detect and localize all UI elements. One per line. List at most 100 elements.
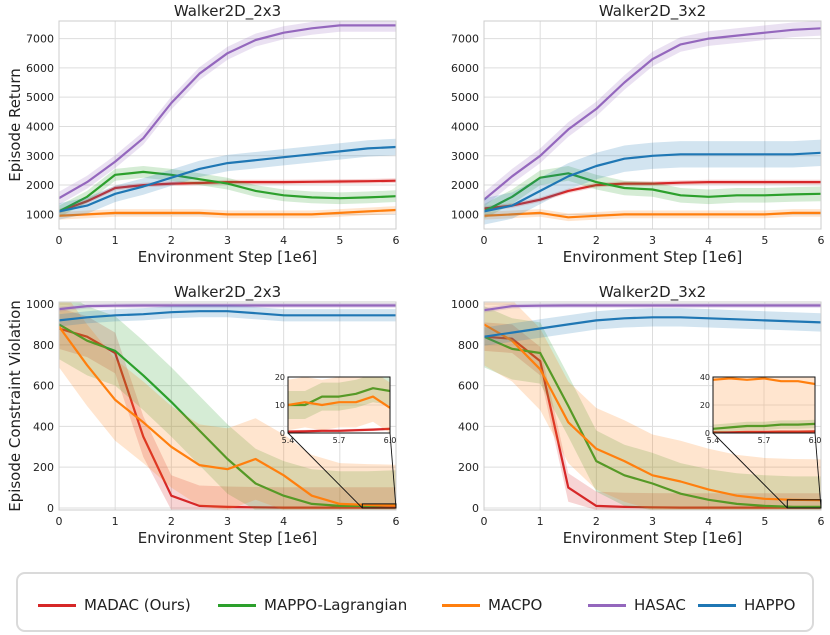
series-hasac-line [484,304,821,312]
x-tick-label: 3 [649,515,656,528]
legend-label-happo: HAPPO [744,596,796,614]
legend-item-hasac: HASAC [588,596,686,614]
y-tick-label: 0 [472,502,479,515]
series-mappo-band [484,166,821,219]
panel-2: 0 1 2 3 4 5 6 1000 2000 3000 4000 5000 6000 7000 Walke… [451,2,825,266]
y-tick-label: 200 [458,461,479,474]
series-madac-line [59,179,396,213]
series-happo-line [59,310,396,322]
chart-title: Walker2D_3x2 [599,2,706,21]
y-tick-label: 7000 [26,33,54,46]
series-happo-line [484,151,821,213]
legend-item-macpo: MACPO [442,596,542,614]
inset-series-macpo-line [288,395,390,409]
x-tick-label: 6 [393,234,400,247]
series-macpo-line [59,208,396,217]
x-tick-label: 0 [56,234,63,247]
legend: MADAC (Ours) MAPPO-Lagrangian MACPO HASA… [16,572,814,632]
y-tick-label: 6000 [26,62,54,75]
inset-y-tick-label: 20 [275,373,285,382]
series-macpo-line [59,325,396,507]
series-happo-band [59,305,396,327]
panel-3: 0 1 2 3 4 5 602004006008001000Walker2D_2x3Envi… [6,283,400,547]
inset-series-mappo-line [288,387,390,407]
series-madac-line [59,327,396,509]
series-happo-band [59,138,396,220]
x-tick-label: 6 [818,234,825,247]
y-axis-label: Episode Constraint Violation [6,300,24,512]
inset-3: 5.4 5.7 6.0 0 10 20 [275,373,397,509]
series-hasac-line [59,24,396,200]
y-tick-label: 3000 [451,150,479,163]
series-happo-band [484,139,821,225]
plot-frame [483,301,822,511]
legend-swatch-mappo [218,603,256,607]
y-tick-label: 400 [33,420,54,433]
x-tick-label: 6 [393,515,400,528]
y-tick-label: 0 [47,502,54,515]
inset-series-madac-line [288,427,390,433]
y-tick-label: 5000 [451,91,479,104]
y-tick-label: 2000 [26,179,54,192]
inset-series-macpo-line [713,377,815,386]
series-hasac-line [484,27,821,201]
inset-x-tick-label: 5.7 [758,436,771,445]
y-axis-label: Episode Return [6,68,24,181]
x-tick-label: 6 [818,515,825,528]
zoom-connector [287,432,363,509]
plot-frame [58,20,397,230]
y-tick-label: 600 [33,380,54,393]
inset-4: 5.4 5.7 6.0 0 20 40 [700,373,822,509]
y-tick-label: 800 [458,339,479,352]
x-axis-label: Environment Step [1e6] [138,529,318,547]
x-tick-label: 4 [280,234,287,247]
y-tick-label: 200 [33,461,54,474]
plot-frame [58,301,397,511]
legend-swatch-hasac [588,603,626,607]
inset-y-tick-label: 0 [705,429,710,438]
inset-x-tick-label: 5.4 [707,436,720,445]
series-macpo-line [484,211,821,219]
inset-series-macpo-band [713,377,815,433]
x-tick-label: 1 [537,234,544,247]
x-tick-label: 3 [224,234,231,247]
x-tick-label: 5 [336,515,343,528]
x-tick-label: 0 [481,234,488,247]
series-mappo-line [484,335,821,508]
series-mappo-line [484,172,821,213]
y-tick-label: 6000 [451,62,479,75]
series-mappo-band [59,302,396,510]
y-tick-label: 1000 [451,298,479,311]
inset-x-tick-label: 5.7 [333,436,346,445]
x-tick-label: 2 [168,515,175,528]
chart-title: Walker2D_3x2 [599,283,706,302]
y-tick-label: 1000 [26,298,54,311]
x-axis-label: Environment Step [1e6] [563,529,743,547]
panel-1: 0 1 2 3 4 5 6 1000 2000 3000 4000 5000 6000 7000 Walke… [6,2,400,266]
series-macpo-band [59,206,396,220]
x-tick-label: 4 [705,234,712,247]
x-tick-label: 2 [168,234,175,247]
x-tick-label: 2 [593,515,600,528]
x-axis-label: Environment Step [1e6] [138,248,318,266]
x-tick-label: 2 [593,234,600,247]
inset-frame [712,376,816,434]
inset-series-madac-line [713,430,815,433]
inset-x-tick-label: 6.0 [384,436,397,445]
plot-frame [483,20,822,230]
zoom-connector [814,432,822,508]
series-macpo-line [484,323,821,502]
series-happo-line [484,316,821,338]
x-tick-label: 1 [537,515,544,528]
chart-title: Walker2D_2x3 [174,2,281,21]
y-tick-label: 1000 [451,208,479,221]
zoom-connector [712,432,788,509]
series-macpo-band [59,302,396,510]
x-tick-label: 3 [224,515,231,528]
series-madac-band [59,308,396,510]
y-tick-label: 1000 [26,208,54,221]
legend-label-mappo: MAPPO-Lagrangian [264,596,408,614]
inset-x-tick-label: 6.0 [809,436,822,445]
series-madac-line [484,335,821,509]
x-tick-label: 1 [112,234,119,247]
